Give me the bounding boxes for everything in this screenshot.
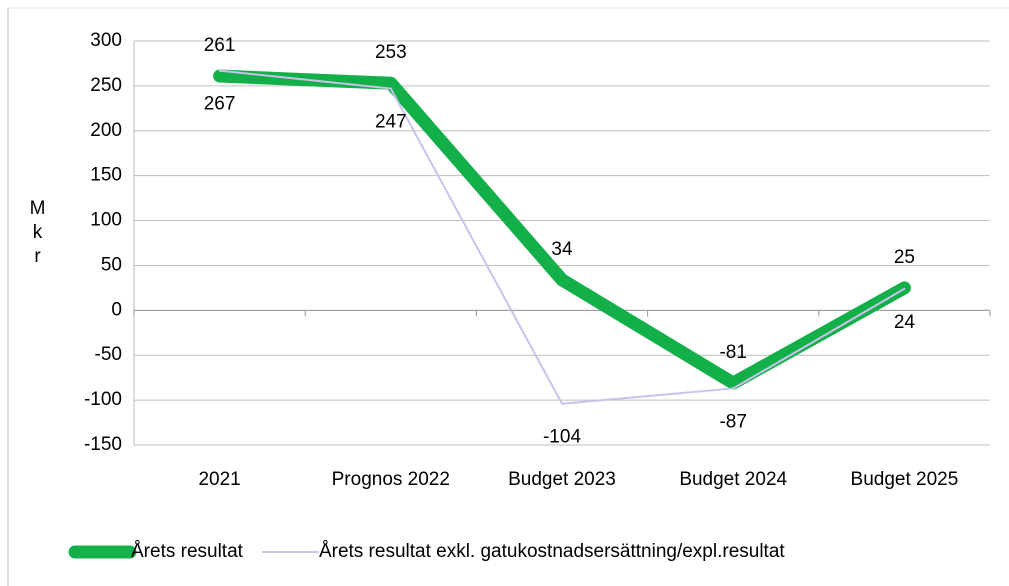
- data-label: 253: [375, 42, 407, 63]
- y-tick-label: 0: [111, 299, 122, 320]
- data-label: 34: [551, 239, 573, 260]
- data-label: 267: [204, 94, 236, 115]
- data-label: 247: [375, 112, 407, 133]
- data-label: 25: [894, 247, 915, 268]
- data-label: -104: [543, 427, 581, 448]
- x-tick-label: Prognos 2022: [332, 469, 450, 490]
- y-axis-label: Mkr: [27, 198, 48, 270]
- y-tick-label: 300: [90, 30, 122, 51]
- data-label: 261: [204, 35, 236, 56]
- y-tick-label: 200: [90, 120, 122, 141]
- y-tick-label: 250: [90, 75, 122, 96]
- data-label: 24: [894, 312, 916, 333]
- x-tick-label: Budget 2023: [508, 469, 616, 490]
- y-tick-label: 150: [90, 165, 122, 186]
- legend-label: Årets resultat exkl. gatukostnadsersättn…: [319, 541, 785, 562]
- y-tick-label: 100: [90, 210, 122, 231]
- y-tick-label: -100: [84, 389, 122, 410]
- line-series: [218, 69, 906, 405]
- y-tick-label: 50: [101, 254, 122, 275]
- x-tick-label: Budget 2024: [679, 469, 787, 490]
- data-label: -81: [719, 342, 746, 363]
- data-label: -87: [719, 411, 746, 432]
- y-tick-label: -150: [84, 434, 122, 455]
- x-tick-label: Budget 2025: [851, 469, 959, 490]
- legend-label: Årets resultat: [131, 541, 244, 562]
- y-tick-label: -50: [95, 344, 122, 365]
- x-tick-label: 2021: [198, 469, 240, 490]
- line-series: [213, 69, 911, 390]
